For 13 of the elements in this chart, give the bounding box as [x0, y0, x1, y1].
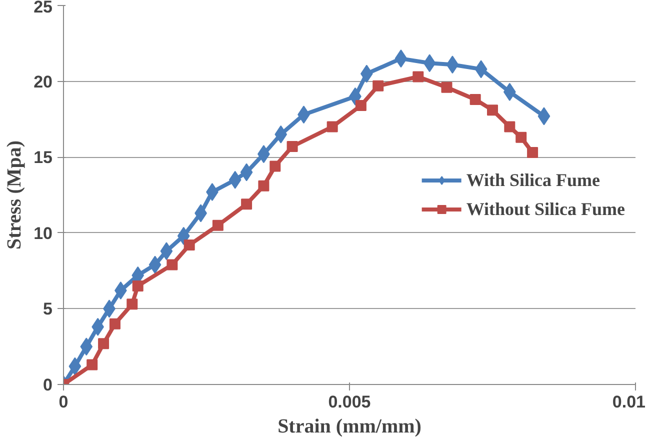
- legend-label: With Silica Fume: [466, 170, 600, 190]
- x-tick-label: 0: [58, 392, 68, 412]
- y-tick-label: 0: [43, 376, 53, 394]
- y-tick-label: 10: [34, 224, 53, 243]
- legend-label: Without Silica Fume: [466, 198, 625, 220]
- y-tick-label: 20: [34, 72, 53, 92]
- x-tick-label: 0.01: [612, 392, 646, 412]
- y-axis-title: Stress (Mpa): [4, 140, 26, 250]
- y-tick-label: 15: [34, 148, 53, 168]
- y-tick-label: 25: [34, 0, 53, 16]
- y-tick-label: 5: [43, 300, 53, 319]
- x-tick-label: 0.005: [328, 392, 371, 412]
- x-axis-title: Strain (mm/mm): [278, 416, 422, 438]
